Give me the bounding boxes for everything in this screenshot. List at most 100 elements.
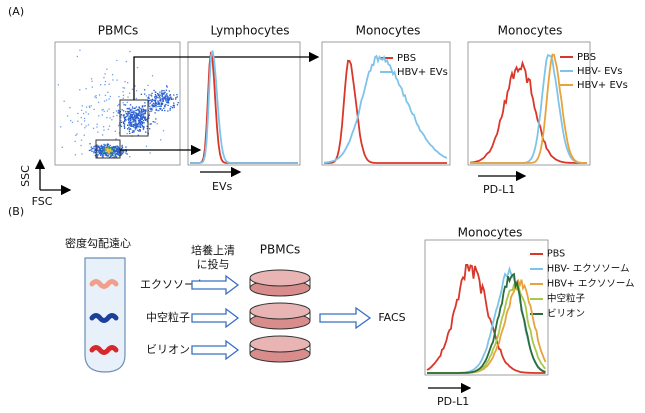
dot (139, 126, 141, 128)
dot (106, 110, 109, 112)
dot (160, 105, 162, 107)
dot (93, 152, 95, 154)
dot (118, 147, 120, 149)
process-arrow (191, 307, 240, 329)
dot (120, 151, 122, 153)
dot (159, 100, 161, 102)
dot (131, 109, 133, 111)
dot (118, 112, 120, 114)
dot (102, 134, 104, 136)
dot (128, 111, 130, 113)
dot (112, 154, 114, 156)
dot (98, 115, 100, 117)
dot (114, 150, 117, 152)
dot (176, 96, 178, 98)
dot (135, 118, 137, 120)
dot (77, 120, 79, 122)
dot (70, 119, 72, 122)
dot (149, 110, 151, 113)
dot (100, 149, 102, 151)
dot (164, 97, 167, 99)
dot (106, 117, 108, 119)
dot (60, 126, 62, 128)
band (89, 279, 119, 289)
dot (114, 146, 116, 148)
content: (A) PBMCs Lymphocytes Monocytes Monocyte… (8, 5, 635, 408)
dot (91, 80, 93, 82)
dot (120, 154, 122, 156)
dot (165, 103, 167, 106)
dot (98, 150, 100, 152)
dot (132, 114, 134, 116)
dot (130, 128, 132, 130)
dot (75, 134, 77, 136)
dot (153, 99, 156, 101)
dot (167, 98, 169, 101)
dot (130, 121, 132, 124)
dot (97, 154, 99, 156)
dot (148, 97, 150, 99)
dot (107, 150, 110, 152)
histogram-curve (426, 264, 546, 374)
dot (135, 116, 137, 119)
step-label: PBMCs (260, 243, 300, 257)
process-arrow (319, 306, 372, 330)
dot (106, 150, 108, 152)
dot (61, 146, 63, 148)
dot (154, 100, 156, 102)
dot (164, 91, 166, 93)
dot (139, 112, 141, 114)
dot (139, 125, 141, 127)
dot (101, 146, 103, 148)
dot (118, 150, 120, 152)
dot (127, 96, 129, 98)
dot (170, 97, 173, 99)
dot (127, 128, 129, 130)
tube (84, 257, 126, 373)
dot (134, 115, 136, 118)
dot (96, 148, 98, 150)
dot (134, 128, 136, 130)
dot (102, 151, 104, 153)
dot (143, 126, 145, 129)
dot (109, 144, 111, 147)
dot (142, 111, 144, 113)
dot (140, 119, 142, 121)
dot (151, 100, 153, 102)
dot (129, 121, 131, 124)
dot (145, 118, 147, 120)
legend-entry: HBV- EVs (577, 66, 622, 77)
dot (96, 155, 98, 157)
dot (114, 145, 116, 148)
dot (137, 123, 139, 125)
dot (109, 95, 111, 98)
dot (136, 116, 138, 118)
histogram-curve (324, 59, 447, 164)
dot (133, 130, 135, 132)
dot (103, 143, 105, 146)
dot (85, 111, 87, 113)
dot (138, 119, 140, 121)
dot (96, 144, 98, 146)
dot (117, 124, 120, 127)
dot (98, 147, 101, 149)
dot (152, 103, 154, 105)
dot (166, 97, 168, 99)
dot (165, 94, 167, 96)
dot (69, 107, 71, 109)
dot (79, 49, 81, 51)
dot (132, 111, 135, 113)
dot (167, 97, 169, 99)
dot (132, 130, 134, 132)
dot (94, 96, 96, 98)
dot (99, 152, 101, 154)
dot (83, 117, 86, 120)
dot (130, 124, 132, 126)
dot (163, 90, 165, 92)
dot (171, 98, 173, 100)
dot (113, 148, 115, 151)
dot (114, 154, 116, 156)
dot (124, 150, 127, 152)
dot (136, 109, 138, 111)
dot (124, 104, 127, 106)
